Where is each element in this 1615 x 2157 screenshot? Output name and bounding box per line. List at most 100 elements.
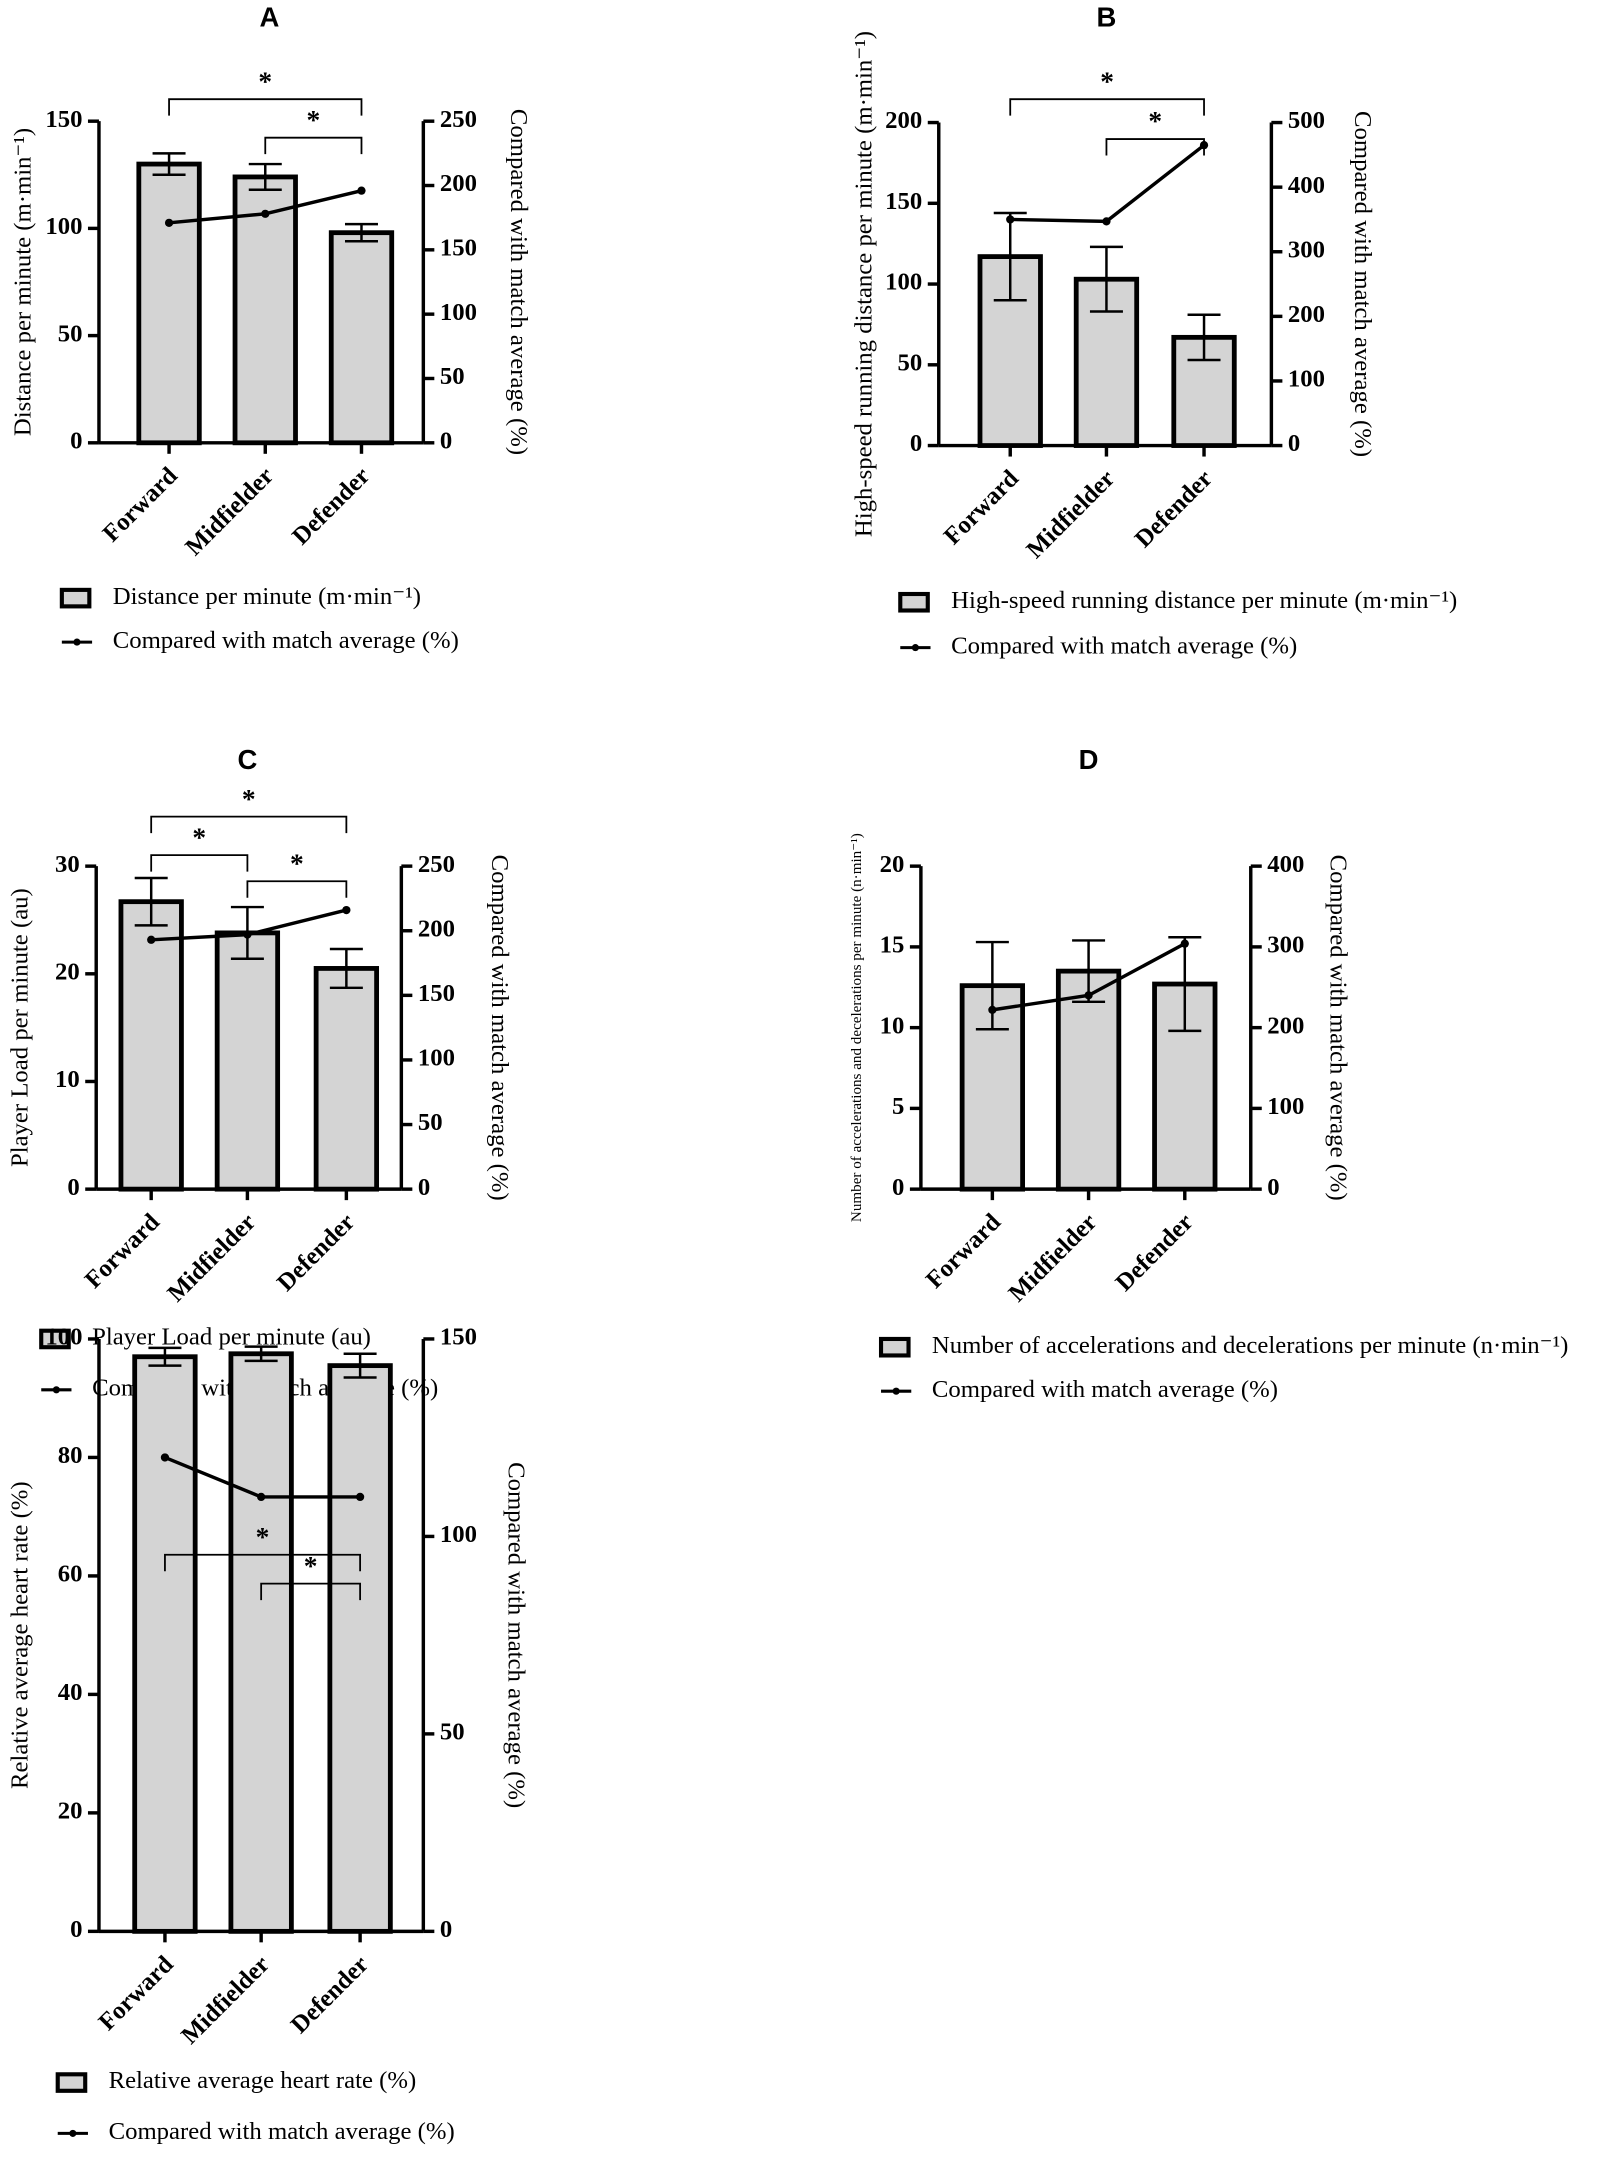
y2-tick-label: 100 bbox=[1267, 1093, 1304, 1120]
y2-tick-label: 200 bbox=[1288, 301, 1325, 328]
legend-point bbox=[52, 1386, 60, 1394]
y-tick-label: 10 bbox=[880, 1012, 905, 1039]
legend-label: Number of accelerations and deceleration… bbox=[932, 1332, 1569, 1359]
significance-bracket bbox=[246, 880, 348, 898]
line-point bbox=[147, 935, 156, 944]
bar bbox=[132, 1354, 198, 1934]
panel-title: C bbox=[237, 744, 257, 775]
legend-swatch bbox=[39, 1328, 71, 1350]
x-tick-label: Forward bbox=[921, 1208, 1006, 1293]
legend-point bbox=[892, 1387, 900, 1395]
significance-bracket bbox=[260, 1582, 362, 1601]
error-bar bbox=[148, 1346, 182, 1367]
line-point bbox=[164, 218, 174, 227]
legend-swatch bbox=[55, 2072, 88, 2093]
y-tick-label: 0 bbox=[892, 1174, 904, 1201]
y2-axis-label: Compared with match average (%) bbox=[505, 109, 532, 455]
error-bar bbox=[993, 211, 1027, 302]
y-tick-label: 150 bbox=[45, 106, 82, 133]
error-bar bbox=[152, 152, 186, 177]
y2-tick-label: 300 bbox=[1288, 236, 1325, 263]
panel: A Distance per minute (m·min⁻¹) Compared w… bbox=[9, 2, 532, 654]
panel: B High-speed running distance per minute … bbox=[851, 2, 1458, 660]
y2-tick-label: 400 bbox=[1267, 851, 1304, 878]
significance-bracket bbox=[150, 815, 348, 834]
y2-tick-label: 400 bbox=[1288, 172, 1325, 199]
y-tick-label: 0 bbox=[910, 430, 922, 457]
bar bbox=[1055, 968, 1122, 1192]
bar bbox=[327, 1363, 393, 1934]
y2-tick-label: 100 bbox=[440, 299, 477, 326]
legend-label: Relative average heart rate (%) bbox=[109, 2067, 417, 2094]
panel: D Number of accelerations and deceleratio… bbox=[849, 744, 1568, 1403]
y-tick-label: 150 bbox=[885, 188, 922, 215]
y2-tick-label: 250 bbox=[418, 851, 455, 878]
x-tick-label: Defender bbox=[1130, 465, 1218, 553]
y-tick-label: 40 bbox=[58, 1679, 83, 1706]
y2-axis-label: Compared with match average (%) bbox=[1324, 855, 1351, 1201]
error-bar bbox=[329, 947, 363, 990]
y2-tick-label: 100 bbox=[1288, 366, 1325, 393]
bar bbox=[228, 1351, 294, 1934]
y2-tick-label: 0 bbox=[440, 427, 452, 454]
legend-point bbox=[911, 644, 919, 652]
x-tick-label: Midfielder bbox=[176, 1951, 275, 2050]
y2-tick-label: 150 bbox=[440, 1324, 477, 1351]
x-tick-label: Midfielder bbox=[180, 462, 279, 561]
x-tick-label: Defender bbox=[286, 1951, 374, 2039]
y2-tick-label: 500 bbox=[1288, 107, 1325, 134]
y-tick-label: 100 bbox=[45, 1324, 82, 1351]
panel: ERelative average heart rate (%)Compared… bbox=[7, 1324, 530, 2145]
y-axis-label: Player Load per minute (au) bbox=[7, 888, 34, 1167]
y-tick-label: 80 bbox=[58, 1442, 83, 1469]
y-tick-label: 50 bbox=[58, 320, 83, 347]
x-tick-label: Defender bbox=[1110, 1209, 1198, 1297]
y-tick-label: 30 bbox=[55, 851, 80, 878]
y2-axis-label: Compared with match average (%) bbox=[1349, 111, 1376, 457]
panel-title: D bbox=[1079, 744, 1099, 775]
error-bar bbox=[344, 222, 378, 243]
significance-label: * bbox=[256, 1522, 270, 1552]
significance-label: * bbox=[1148, 106, 1162, 136]
y2-tick-label: 150 bbox=[418, 980, 455, 1007]
significance-label: * bbox=[242, 784, 256, 814]
y2-tick-label: 200 bbox=[418, 915, 455, 942]
y-axis-label: Distance per minute (m·min⁻¹) bbox=[9, 128, 36, 436]
bar bbox=[214, 930, 281, 1192]
legend-label: Compared with match average (%) bbox=[109, 2118, 455, 2145]
y2-tick-label: 0 bbox=[440, 1916, 452, 1943]
y-tick-label: 0 bbox=[70, 427, 82, 454]
significance-label: * bbox=[307, 105, 321, 135]
y2-tick-label: 0 bbox=[1288, 430, 1300, 457]
y-tick-label: 20 bbox=[55, 958, 80, 985]
y-tick-label: 60 bbox=[58, 1561, 83, 1588]
y2-axis-label: Compared with match average (%) bbox=[486, 855, 513, 1201]
bar bbox=[313, 966, 380, 1192]
legend-swatch bbox=[898, 591, 930, 613]
legend-label: Player Load per minute (au) bbox=[92, 1324, 371, 1351]
legend-swatch bbox=[59, 587, 92, 609]
x-tick-label: Defender bbox=[287, 462, 375, 550]
panel-title: B bbox=[1097, 2, 1117, 33]
y-axis-label: High-speed running distance per minute (… bbox=[851, 31, 878, 537]
line-point bbox=[261, 209, 270, 218]
error-bar bbox=[248, 162, 282, 192]
x-tick-label: Forward bbox=[98, 462, 183, 547]
legend-label: Compared with match average (%) bbox=[932, 1376, 1278, 1403]
y2-tick-label: 150 bbox=[440, 235, 477, 262]
y-tick-label: 100 bbox=[885, 269, 922, 296]
bar bbox=[118, 899, 184, 1192]
x-tick-label: Midfielder bbox=[1021, 465, 1120, 564]
x-tick-label: Forward bbox=[80, 1208, 165, 1293]
significance-bracket bbox=[150, 854, 249, 872]
y2-tick-label: 0 bbox=[418, 1174, 430, 1201]
bar bbox=[328, 230, 395, 446]
significance-label: * bbox=[192, 822, 206, 852]
significance-bracket bbox=[1105, 138, 1205, 156]
y2-tick-label: 50 bbox=[440, 1719, 465, 1746]
y2-tick-label: 50 bbox=[418, 1109, 443, 1136]
line-point bbox=[1102, 217, 1111, 226]
x-tick-label: Defender bbox=[272, 1209, 360, 1297]
